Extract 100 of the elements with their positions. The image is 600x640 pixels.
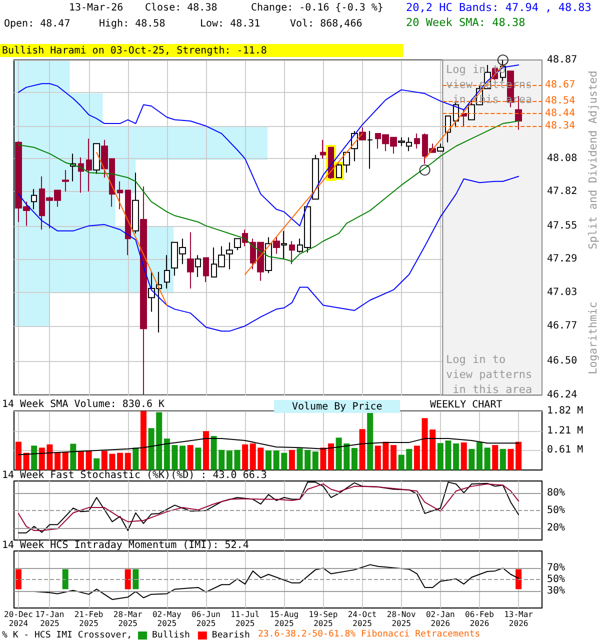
bar (484, 448, 490, 470)
bar (180, 446, 186, 470)
x-tick-label: 06-Feb 2026 (465, 610, 494, 628)
bar (195, 448, 202, 470)
bar (132, 448, 139, 470)
x-tick-label: 06-Jun 2025 (192, 610, 221, 628)
y-tick-label: 80% (547, 487, 566, 498)
candlestick (226, 242, 233, 270)
text: High: 48.58 (99, 18, 166, 30)
y-tick-label: 47.29 (547, 254, 578, 265)
x-tick-label: 13-Mar 2026 (504, 610, 534, 628)
bar (94, 458, 100, 470)
line-series (18, 176, 520, 332)
candlestick (86, 138, 92, 192)
annotation: Log in to view patterns in this area (446, 353, 532, 396)
candlestick (273, 236, 280, 254)
y-tick-label: 0.61 M (547, 444, 584, 456)
y-tick-label: 70% (547, 562, 566, 574)
y-tick-label: 50% (547, 505, 566, 516)
x-tick-label: 19-Sep 2025 (308, 610, 338, 628)
bar (288, 450, 295, 470)
y-tick-label: 46.24 (547, 390, 578, 400)
candlestick (320, 139, 326, 160)
candlestick (203, 257, 209, 283)
candlestick (125, 190, 131, 256)
bar (23, 452, 30, 470)
y-tick-label: 46.50 (547, 356, 578, 367)
ref-line-label: 48.67 (545, 79, 576, 90)
candlestick (62, 170, 69, 192)
bar (117, 452, 124, 470)
bar (476, 442, 482, 470)
text: Change: -0.16 {-0.3 %} (251, 2, 384, 14)
line-series (18, 438, 520, 456)
text: Split and Dividend Adjusted (586, 70, 600, 250)
text: WEEKLY CHART (430, 400, 502, 410)
y-tick-label: 46.77 (547, 320, 578, 332)
candlestick (234, 238, 241, 251)
bar (453, 443, 460, 470)
text: 20,2 HC Bands: 47.94 , 48.83 (406, 1, 592, 14)
candlestick (31, 188, 37, 210)
bar (359, 429, 366, 470)
bar (234, 450, 240, 470)
bar (500, 448, 506, 470)
candlestick (78, 156, 84, 194)
candlestick (164, 254, 170, 290)
x-tick-label: 20-Dec 2024 (4, 610, 34, 628)
chart-title: 14 Week SMA Volume: 830.6 K (2, 399, 165, 410)
bar (468, 448, 475, 470)
bar (328, 443, 334, 470)
text: Bullish Harami on 03-Oct-25, Strength: -11.8 (2, 46, 267, 56)
bar (312, 452, 318, 470)
x-tick-label: 17-Jan 2025 (35, 610, 64, 628)
bar (516, 442, 522, 470)
chart-title: 14 Week HCS Intraday Momentum (IMI): 52.4 (2, 540, 249, 551)
bar (242, 444, 248, 470)
text: Low: 48.31 (200, 18, 260, 30)
candlestick (187, 232, 194, 290)
bar (31, 446, 38, 470)
text: Open: 48.47 (4, 18, 70, 30)
legend-label: Bullish (152, 630, 190, 640)
bar (320, 448, 326, 470)
text: 13-Mar-26 (69, 2, 124, 14)
candlestick (359, 126, 366, 140)
bar (367, 412, 374, 470)
bar (414, 446, 420, 470)
y-tick-label: 50% (547, 574, 566, 585)
bar (86, 450, 92, 470)
bar (187, 445, 194, 470)
ref-line-label: 48.54 (545, 96, 576, 107)
x-tick-label: 15-Aug 2025 (270, 610, 299, 628)
candlestick (367, 130, 373, 170)
legend-label: Bearish (212, 630, 250, 640)
candlestick (195, 254, 201, 278)
y-tick-label: 48.08 (547, 153, 578, 164)
bar (140, 411, 146, 470)
x-tick-label: 02-May 2025 (152, 610, 182, 628)
candlestick (117, 180, 123, 210)
bar (54, 452, 61, 470)
line-series (18, 120, 520, 262)
x-tick-label: 11-Jul 2025 (230, 610, 260, 628)
y-tick-label: 47.03 (547, 286, 578, 298)
bar (351, 448, 358, 470)
y-tick-label: 1.82 M (547, 406, 584, 416)
x-tick-label: 02-Jan 2026 (426, 610, 456, 628)
candlestick (414, 133, 420, 150)
annotation: Volume By Price (292, 402, 382, 412)
candlestick (281, 230, 287, 260)
bar (508, 448, 514, 470)
chart-title: 14 Week Fast Stochastic (%K)(%D) : 43.0 66.3 (2, 470, 267, 481)
candlestick (437, 143, 444, 152)
bar (124, 452, 131, 470)
text: Close: 48.38 (145, 2, 218, 14)
text: Logarithmic (586, 302, 600, 374)
candlestick (312, 154, 319, 200)
candlestick (132, 172, 139, 234)
bar (70, 444, 76, 470)
bar (460, 442, 467, 470)
text: Vol: 868,466 (290, 18, 362, 30)
text: 20 Week SMA: 48.38 (406, 16, 526, 29)
y-tick-label: 47.82 (547, 186, 578, 198)
